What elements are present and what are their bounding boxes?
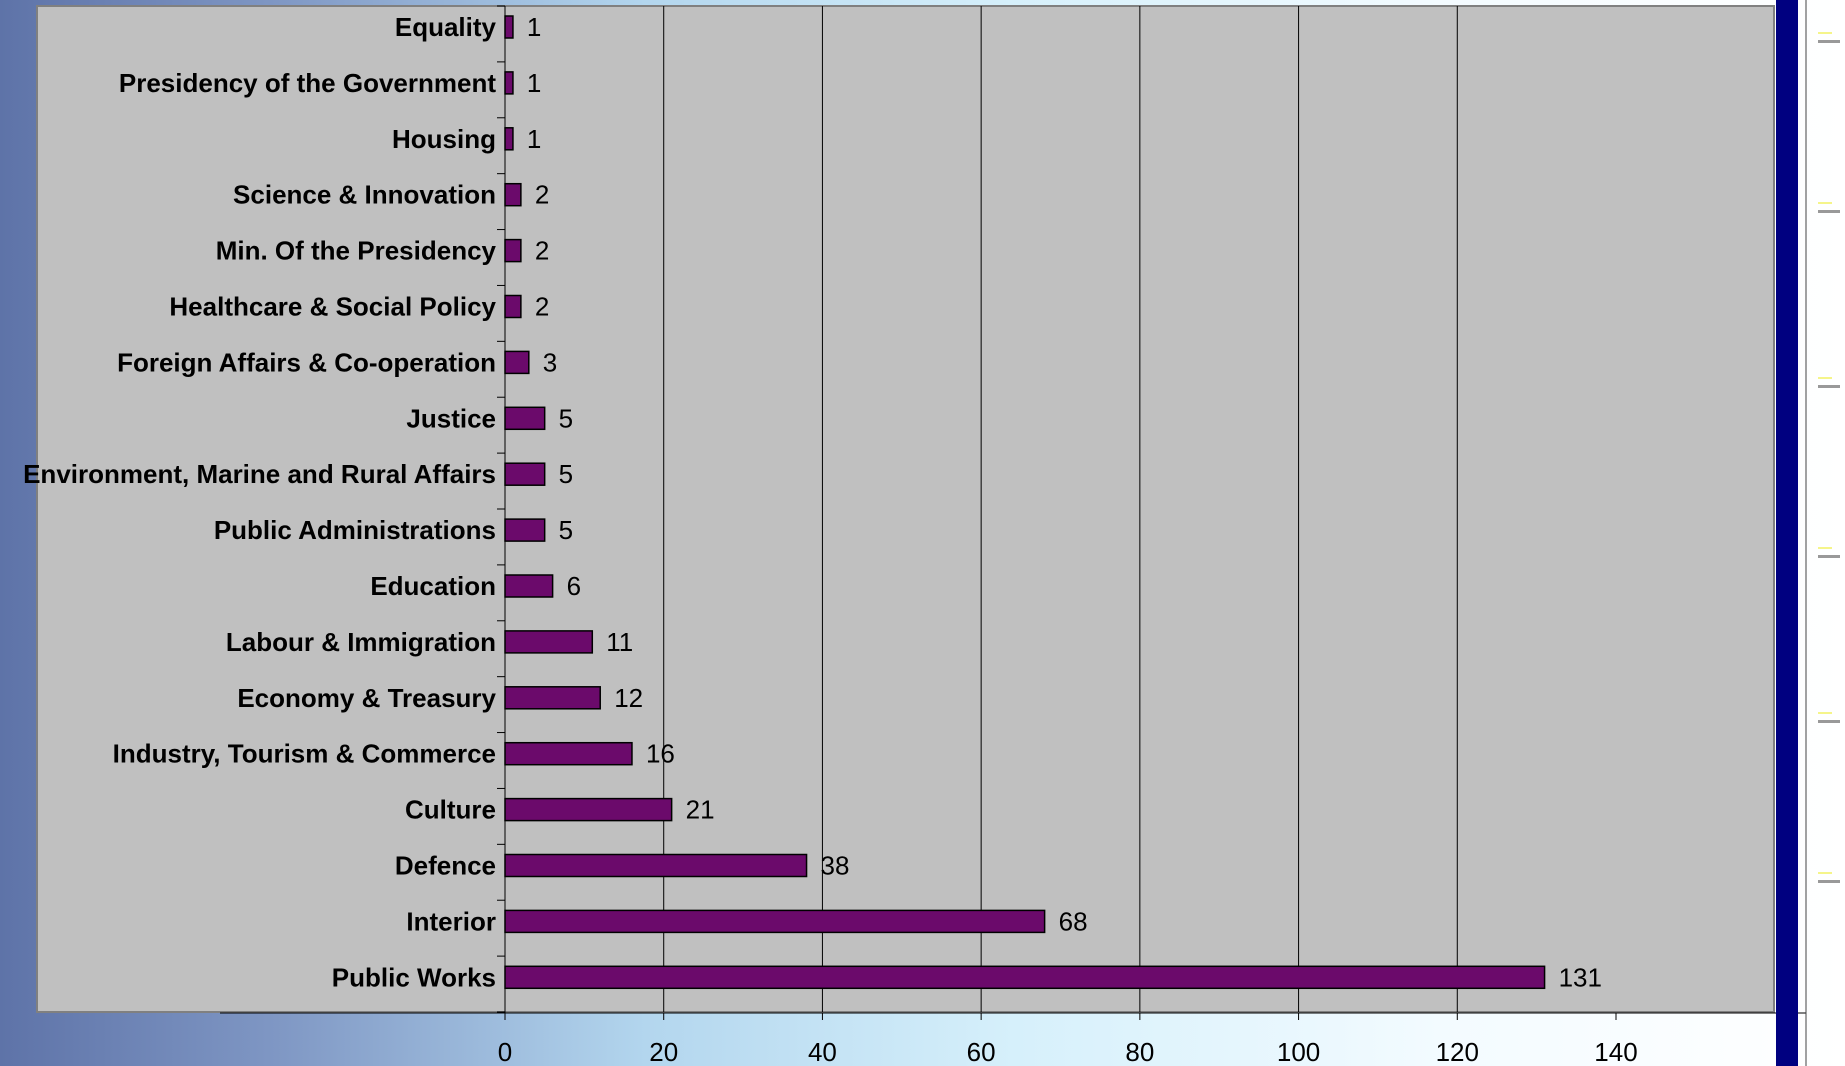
data-label: 2 xyxy=(535,236,549,266)
category-label: Housing xyxy=(392,124,496,154)
data-label: 1 xyxy=(527,12,541,42)
bar xyxy=(504,965,1546,990)
category-label: Labour & Immigration xyxy=(226,627,496,657)
x-tick-label: 120 xyxy=(1436,1037,1479,1066)
data-label: 1 xyxy=(527,124,541,154)
edge-dash xyxy=(1818,555,1840,558)
bar xyxy=(504,406,546,431)
category-label: Interior xyxy=(406,906,496,936)
bar xyxy=(504,127,514,151)
edge-decorations xyxy=(1805,0,1840,1066)
bar xyxy=(504,182,522,207)
data-label: 21 xyxy=(686,795,715,825)
bar xyxy=(504,909,1046,934)
x-tick-labels: 0 20 40 60 80 100 120 140 xyxy=(498,1037,1638,1066)
data-label: 131 xyxy=(1559,962,1602,992)
x-tick-label: 140 xyxy=(1594,1037,1637,1066)
data-label: 5 xyxy=(559,403,573,433)
bar xyxy=(504,853,808,878)
category-label: Environment, Marine and Rural Affairs xyxy=(23,459,496,489)
data-label: 38 xyxy=(821,851,850,881)
edge-dash xyxy=(1818,385,1840,388)
category-label: Healthcare & Social Policy xyxy=(169,292,496,322)
edge-dash xyxy=(1818,210,1840,213)
bar xyxy=(504,518,546,542)
edge-dash xyxy=(1818,40,1840,43)
category-label: Education xyxy=(370,571,496,601)
data-label: 68 xyxy=(1059,906,1088,936)
edge-dash xyxy=(1818,32,1832,34)
x-tick-label: 0 xyxy=(498,1037,512,1066)
bar xyxy=(504,15,514,39)
x-tick-label: 60 xyxy=(967,1037,996,1066)
edge-dash xyxy=(1818,872,1832,874)
x-tick-label: 100 xyxy=(1277,1037,1320,1066)
bars xyxy=(504,15,1546,990)
bar xyxy=(504,350,530,375)
x-tick-label: 80 xyxy=(1125,1037,1154,1066)
data-label: 16 xyxy=(646,739,675,769)
category-label: Science & Innovation xyxy=(233,180,496,210)
bar xyxy=(504,71,514,95)
edge-dash xyxy=(1818,547,1832,549)
plot-area xyxy=(36,5,1775,1013)
bar xyxy=(504,630,594,654)
category-label: Culture xyxy=(405,795,496,825)
category-label: Presidency of the Government xyxy=(119,68,496,98)
category-label: Foreign Affairs & Co-operation xyxy=(117,347,496,377)
bar xyxy=(504,686,601,710)
gridlines xyxy=(663,6,1458,1012)
edge-dash xyxy=(1818,720,1840,723)
edge-dash xyxy=(1818,377,1832,379)
data-label: 5 xyxy=(559,515,573,545)
x-tick-label: 20 xyxy=(649,1037,678,1066)
data-label: 3 xyxy=(543,347,557,377)
category-label: Justice xyxy=(406,403,496,433)
bar xyxy=(504,294,522,319)
axes xyxy=(220,5,1806,1020)
bar xyxy=(504,741,633,766)
data-label: 6 xyxy=(567,571,581,601)
bar xyxy=(504,462,546,486)
edge-dash xyxy=(1818,880,1840,883)
data-label: 5 xyxy=(559,459,573,489)
category-labels: Equality Presidency of the Government Hous… xyxy=(23,12,496,992)
bar xyxy=(504,238,522,263)
category-label: Economy & Treasury xyxy=(237,683,496,713)
category-label: Min. Of the Presidency xyxy=(216,236,497,266)
category-label: Equality xyxy=(395,12,497,42)
edge-dash xyxy=(1818,202,1832,204)
category-label: Public Administrations xyxy=(214,515,496,545)
data-label: 1 xyxy=(527,68,541,98)
category-label: Public Works xyxy=(332,962,496,992)
data-label: 12 xyxy=(614,683,643,713)
category-label: Defence xyxy=(395,851,496,881)
x-tick-label: 40 xyxy=(808,1037,837,1066)
data-label: 2 xyxy=(535,292,549,322)
edge-dash xyxy=(1818,712,1832,714)
bar xyxy=(504,797,673,822)
right-border-band xyxy=(1776,0,1798,1066)
category-label: Industry, Tourism & Commerce xyxy=(113,739,496,769)
data-label: 11 xyxy=(606,627,633,657)
bar xyxy=(504,574,554,598)
data-label: 2 xyxy=(535,180,549,210)
